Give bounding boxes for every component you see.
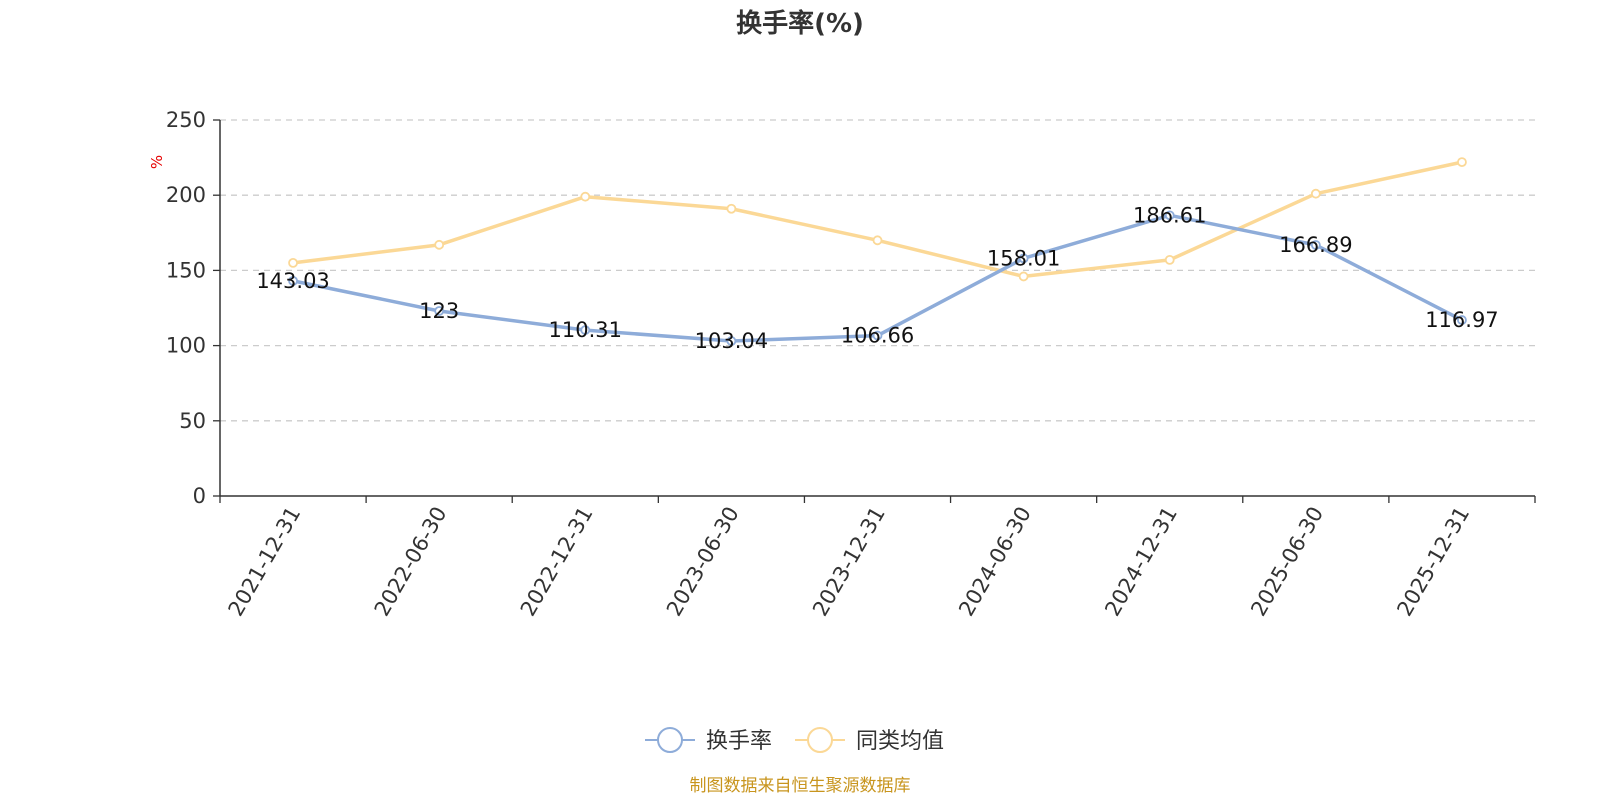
source-note: 制图数据来自恒生聚源数据库 xyxy=(690,776,911,796)
y-tick-label: 50 xyxy=(179,409,206,433)
peer-average-point xyxy=(872,235,883,246)
peer-average-point xyxy=(434,239,445,250)
turnover-point xyxy=(580,325,591,335)
y-tick-label: 100 xyxy=(166,334,206,358)
grid-lines xyxy=(220,119,1535,422)
y-tick-label: 150 xyxy=(166,258,206,282)
y-tick-label: 0 xyxy=(193,484,206,508)
peer-average-point xyxy=(1457,157,1467,168)
data-label: 106.66 xyxy=(841,324,914,348)
peer-average-point xyxy=(1164,254,1175,265)
data-label: 143.03 xyxy=(256,269,329,293)
series-lines xyxy=(288,157,1467,346)
x-tick-label: 2022-12-31 xyxy=(516,503,598,621)
data-label: 166.89 xyxy=(1279,233,1352,257)
y-tick-label: 250 xyxy=(166,108,206,132)
turnover-point xyxy=(1164,210,1175,221)
x-tick-label: 2023-06-30 xyxy=(662,503,744,621)
data-label: 158.01 xyxy=(987,246,1060,270)
peer-average-point xyxy=(1310,188,1321,199)
data-label: 116.97 xyxy=(1425,308,1498,332)
legend-item-peer-average[interactable]: 同类均值 xyxy=(795,727,944,754)
data-label: 123 xyxy=(419,299,459,323)
peer-average-point xyxy=(726,203,737,214)
peer-average-point xyxy=(1018,271,1029,282)
legend-label: 换手率 xyxy=(706,729,772,754)
x-tick-label: 2023-12-31 xyxy=(808,503,890,621)
x-tick-label: 2025-12-31 xyxy=(1392,503,1474,621)
peer-average-series-line xyxy=(291,160,1464,279)
turnover-point xyxy=(434,306,445,316)
axes: 0 50 100 150 200 250 2021-12-31 2022-06-30 2022-… xyxy=(166,108,1536,621)
data-label: 110.31 xyxy=(549,318,622,342)
x-tick-label: 2024-06-30 xyxy=(954,503,1036,621)
turnover-point xyxy=(872,330,883,341)
turnover-point xyxy=(1310,240,1321,250)
legend-label: 同类均值 xyxy=(856,729,944,754)
turnover-point xyxy=(1457,315,1467,325)
x-tick-label: 2022-06-30 xyxy=(370,503,452,621)
data-labels: 143.03 123 110.31 103.04 106.66 158.01 186.61 1… xyxy=(256,203,1498,353)
x-tick-label: 2021-12-31 xyxy=(224,503,306,621)
legend-item-turnover[interactable]: 换手率 xyxy=(645,727,772,754)
turnover-point xyxy=(726,336,737,346)
legend-circle-icon xyxy=(807,727,833,753)
turnover-point xyxy=(1018,253,1029,264)
chart-title: 换手率(%) xyxy=(736,8,864,39)
data-label: 103.04 xyxy=(695,329,768,353)
peer-average-point xyxy=(288,257,298,268)
y-tick-label: 200 xyxy=(166,183,206,207)
y-axis-unit-label: % xyxy=(148,155,166,169)
peer-average-point xyxy=(580,191,591,202)
data-label: 186.61 xyxy=(1133,203,1206,227)
legend-circle-icon xyxy=(657,727,683,753)
turnover-point xyxy=(288,275,298,286)
x-tick-label: 2024-12-31 xyxy=(1100,503,1182,621)
legend[interactable]: 换手率 同类均值 xyxy=(645,727,944,754)
x-tick-label: 2025-06-30 xyxy=(1246,503,1328,621)
